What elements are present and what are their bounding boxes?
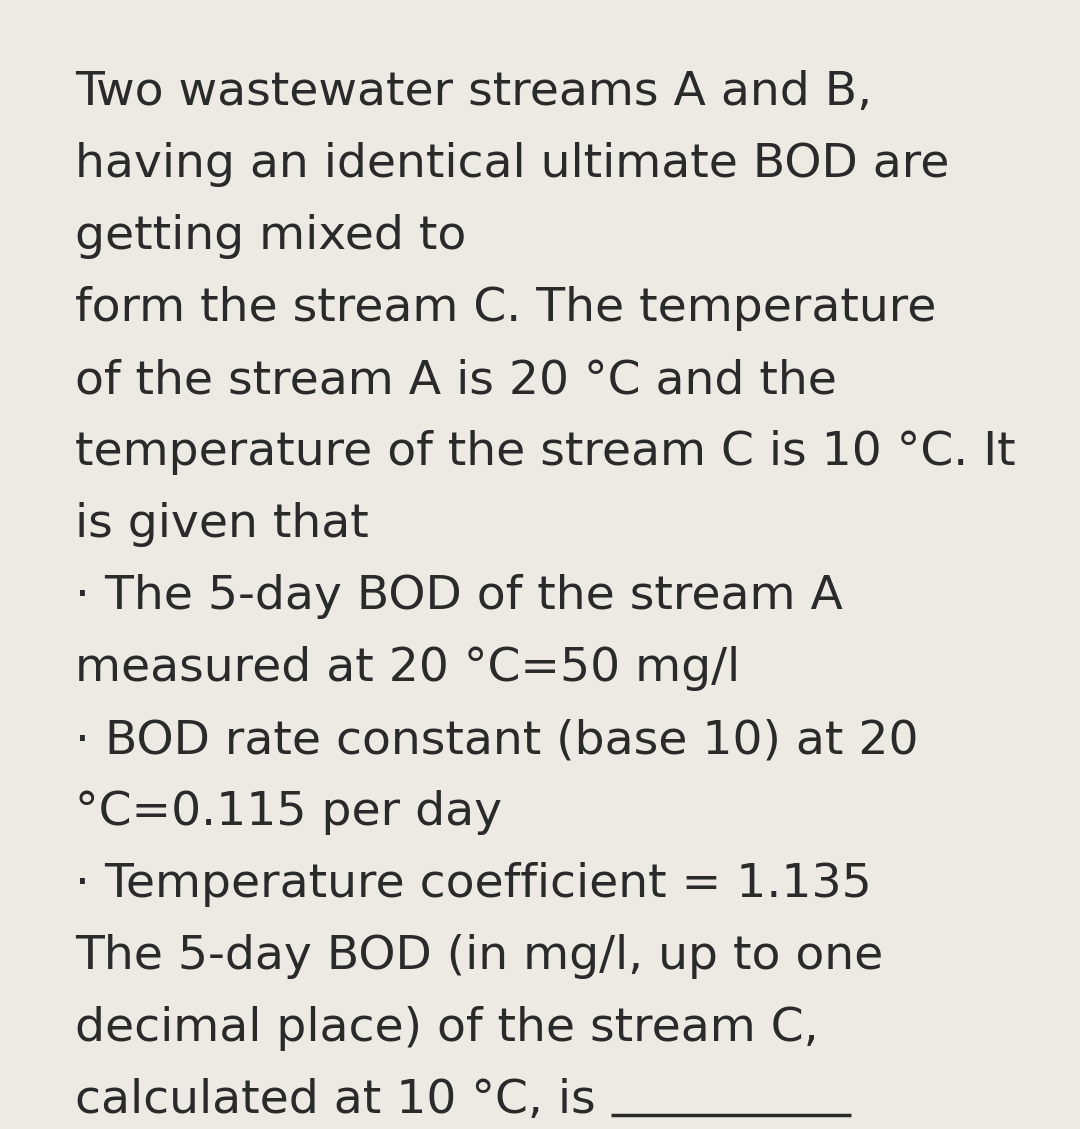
Text: measured at 20 °C=50 mg/l: measured at 20 °C=50 mg/l — [75, 646, 740, 691]
Text: calculated at 10 °C, is: calculated at 10 °C, is — [75, 1078, 610, 1123]
Text: having an identical ultimate BOD are: having an identical ultimate BOD are — [75, 142, 949, 187]
Text: · BOD rate constant (base 10) at 20: · BOD rate constant (base 10) at 20 — [75, 718, 918, 763]
Text: of the stream A is 20 °C and the: of the stream A is 20 °C and the — [75, 358, 837, 403]
Text: °C=0.115 per day: °C=0.115 per day — [75, 790, 502, 835]
Text: temperature of the stream C is 10 °C. It: temperature of the stream C is 10 °C. It — [75, 430, 1015, 475]
Text: · Temperature coefficient = 1.135: · Temperature coefficient = 1.135 — [75, 863, 872, 907]
Text: · The 5-day BOD of the stream A: · The 5-day BOD of the stream A — [75, 574, 842, 619]
Text: Two wastewater streams A and B,: Two wastewater streams A and B, — [75, 70, 873, 115]
Text: decimal place) of the stream C,: decimal place) of the stream C, — [75, 1006, 819, 1051]
Text: form the stream C. The temperature: form the stream C. The temperature — [75, 286, 936, 331]
Text: is given that: is given that — [75, 502, 368, 546]
Text: The 5-day BOD (in mg/l, up to one: The 5-day BOD (in mg/l, up to one — [75, 934, 883, 979]
Text: getting mixed to: getting mixed to — [75, 215, 467, 259]
